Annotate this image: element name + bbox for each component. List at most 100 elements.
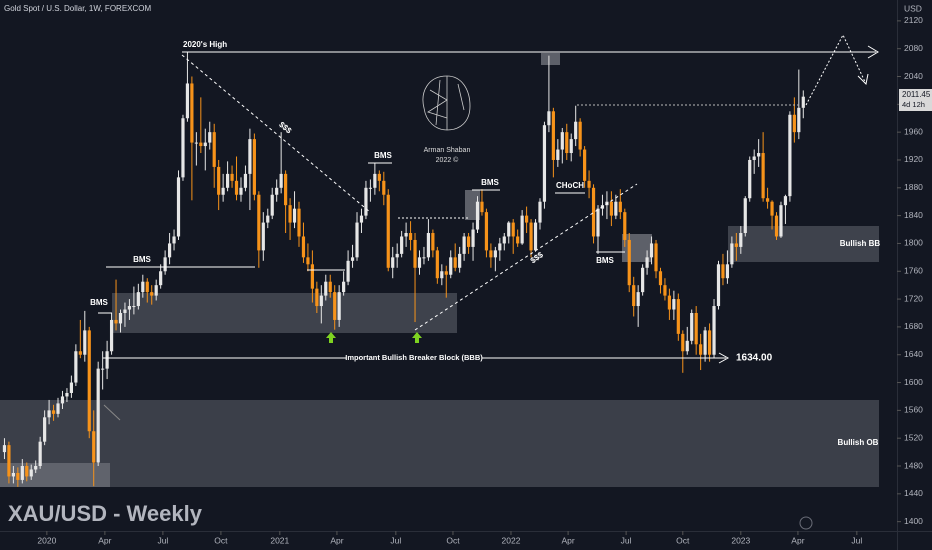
- candle-body: [716, 264, 721, 307]
- candle-body: [413, 239, 417, 268]
- candle-body: [614, 201, 618, 216]
- last-price: 2011.45: [902, 90, 931, 99]
- candle-body: [159, 271, 163, 286]
- candle-body: [404, 233, 408, 237]
- candle-body: [560, 132, 564, 150]
- candle-body: [234, 180, 239, 195]
- candle-body: [395, 253, 399, 258]
- candle-body: [252, 139, 256, 195]
- candle-body: [172, 236, 176, 244]
- candle-body: [556, 149, 560, 160]
- candle-body: [373, 173, 377, 188]
- candle-body: [498, 243, 502, 251]
- candle-body: [551, 111, 555, 160]
- candle-body: [288, 205, 292, 223]
- candle-body: [359, 215, 364, 223]
- candle-body: [569, 139, 573, 154]
- candle-body: [484, 212, 489, 251]
- candle-body: [533, 222, 538, 251]
- candle-body: [301, 236, 306, 258]
- candle-body: [489, 250, 493, 258]
- x-tick-label: Oct: [446, 535, 460, 545]
- y-tick-label: 1440: [904, 488, 923, 498]
- candle-body: [538, 201, 542, 223]
- candle-body: [11, 472, 15, 477]
- candle-body: [480, 201, 484, 213]
- candle-body: [511, 222, 515, 237]
- watermark: XAU/USD - Weekly: [8, 501, 203, 526]
- y-tick-label: 1960: [904, 126, 923, 136]
- icon[interactable]: [799, 516, 813, 530]
- candle-body: [47, 410, 51, 418]
- candle-body: [520, 215, 524, 244]
- candle-body: [458, 253, 462, 268]
- y-tick-label: 1880: [904, 182, 923, 192]
- candle-body: [217, 166, 221, 195]
- annotation: BMS: [596, 256, 614, 265]
- x-tick-label: Jul: [390, 535, 401, 545]
- candle-body: [65, 392, 69, 397]
- x-tick-label: Apr: [561, 535, 574, 545]
- candle-body: [449, 257, 453, 275]
- x-tick-label: Jul: [851, 535, 862, 545]
- x-tick-label: Oct: [214, 535, 228, 545]
- bbb-zone: [112, 293, 457, 333]
- annotation: BMS: [133, 255, 151, 264]
- candle-body: [734, 243, 738, 247]
- candle-body: [400, 236, 404, 254]
- countdown: 4d 12h: [902, 100, 925, 109]
- x-tick-label: Jul: [621, 535, 632, 545]
- candle-body: [788, 114, 792, 197]
- candle-body: [368, 187, 373, 189]
- x-tick-label: Apr: [791, 535, 804, 545]
- candle-body: [364, 187, 368, 216]
- candle-body: [74, 351, 78, 383]
- candle-body: [29, 469, 33, 477]
- candle-body: [609, 201, 613, 216]
- candle-body: [60, 396, 65, 404]
- candle-body: [752, 156, 756, 160]
- candle-body: [453, 257, 457, 268]
- candle-body: [315, 288, 319, 307]
- candle-body: [350, 257, 355, 261]
- up-arrow: [326, 332, 336, 343]
- candle-body: [761, 153, 765, 199]
- bullish-bb-zone: [728, 226, 879, 262]
- candle-body: [16, 472, 20, 480]
- candle-body: [377, 173, 381, 181]
- candle-body: [417, 257, 422, 268]
- logo: [422, 75, 471, 131]
- candle-body: [792, 114, 796, 133]
- candles: [2, 52, 805, 487]
- candle-body: [266, 215, 270, 223]
- candle-body: [645, 257, 649, 268]
- candle-body: [667, 295, 672, 310]
- annotation: Bullish BB: [840, 239, 881, 248]
- candle-body: [618, 201, 622, 213]
- candle-body: [333, 292, 337, 320]
- candle-body: [382, 180, 386, 195]
- annotation: CHoCH: [556, 181, 584, 190]
- candle-body: [757, 153, 761, 157]
- candle-body: [426, 233, 431, 258]
- candle-body: [34, 466, 38, 470]
- candle-body: [145, 281, 149, 293]
- candle-body: [101, 368, 105, 370]
- candle-body: [7, 445, 11, 477]
- annotation: BMS: [374, 151, 392, 160]
- x-tick-label: Apr: [330, 535, 343, 545]
- candle-body: [118, 312, 123, 324]
- candle-body: [739, 233, 743, 247]
- annotation: 2020's High: [183, 40, 227, 49]
- candle-body: [529, 222, 533, 251]
- candle-body: [150, 292, 154, 296]
- y-tick-label: 1720: [904, 293, 923, 303]
- brain-mesh: [427, 76, 465, 130]
- candle-body: [230, 173, 234, 181]
- candle-body: [248, 139, 252, 174]
- candle-body: [190, 83, 194, 143]
- candle-body: [105, 351, 109, 369]
- y-tick-label: 2120: [904, 15, 923, 25]
